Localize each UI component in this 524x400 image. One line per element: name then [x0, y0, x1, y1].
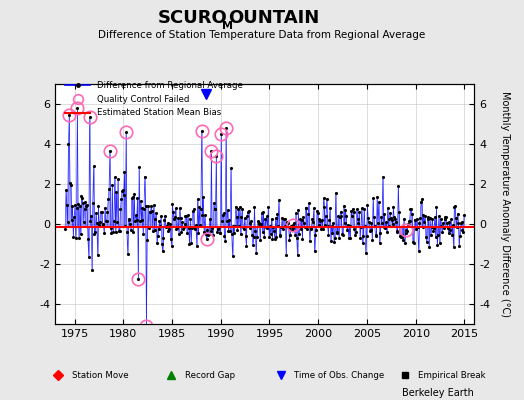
Text: SCURO: SCURO — [158, 9, 228, 27]
Text: Record Gap: Record Gap — [184, 370, 235, 380]
Text: Difference from Regional Average: Difference from Regional Average — [97, 81, 243, 90]
Text: Estimated Station Mean Bias: Estimated Station Mean Bias — [97, 108, 222, 117]
Text: Station Move: Station Move — [72, 370, 128, 380]
Text: OUNTAIN: OUNTAIN — [228, 9, 319, 27]
Text: Quality Control Failed: Quality Control Failed — [97, 94, 190, 104]
Text: Time of Obs. Change: Time of Obs. Change — [294, 370, 385, 380]
Text: M: M — [223, 21, 233, 31]
Y-axis label: Monthly Temperature Anomaly Difference (°C): Monthly Temperature Anomaly Difference (… — [500, 91, 510, 317]
Text: Difference of Station Temperature Data from Regional Average: Difference of Station Temperature Data f… — [99, 30, 425, 40]
Text: Empirical Break: Empirical Break — [418, 370, 486, 380]
Text: Berkeley Earth: Berkeley Earth — [402, 388, 474, 398]
